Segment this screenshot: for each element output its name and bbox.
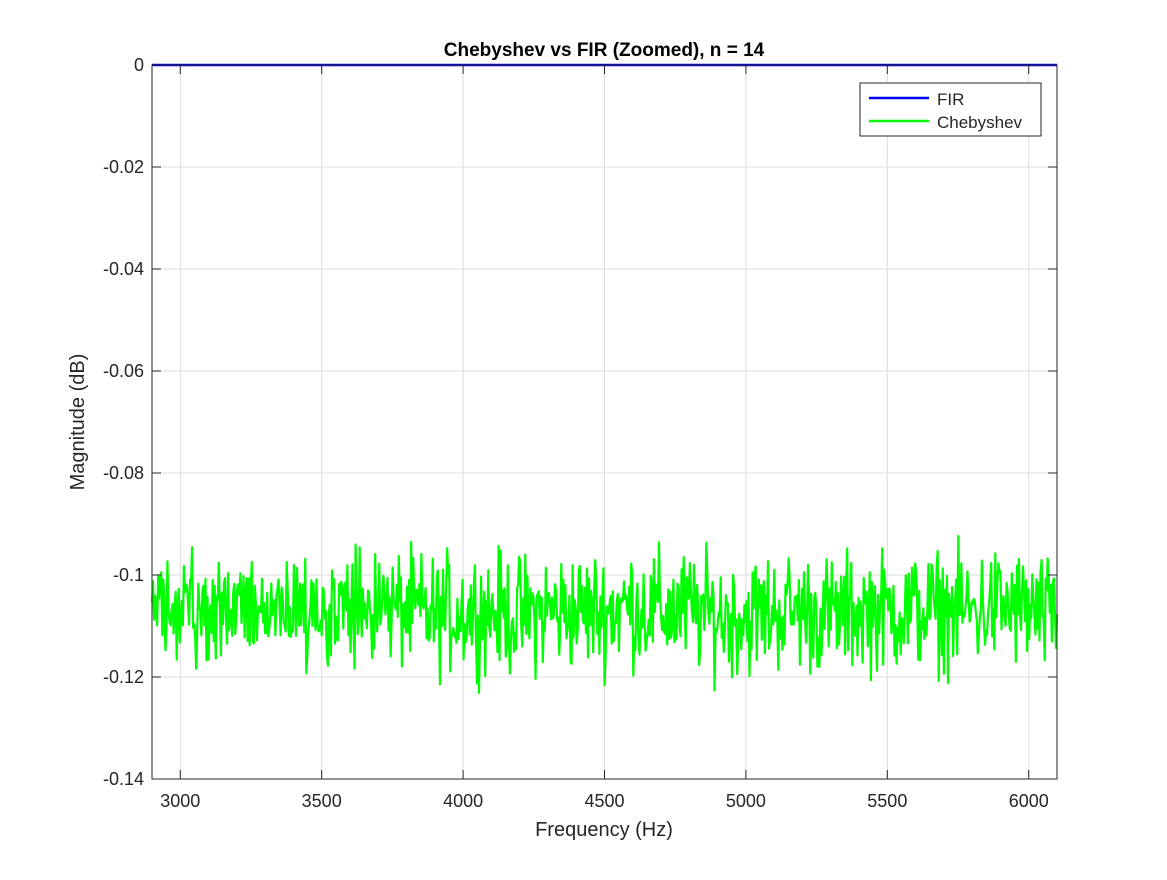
x-tick-label: 5500 <box>867 791 907 811</box>
y-axis-label: Magnitude (dB) <box>67 354 89 491</box>
x-axis-label: Frequency (Hz) <box>535 819 673 841</box>
chart-title: Chebyshev vs FIR (Zoomed), n = 14 <box>444 40 765 61</box>
y-tick-label: -0.02 <box>103 157 144 177</box>
legend-fir-label: FIR <box>937 90 964 109</box>
legend-box <box>859 82 1042 137</box>
x-tick-label: 4000 <box>443 791 483 811</box>
y-tick-label: -0.12 <box>103 667 144 687</box>
x-tick-label: 4500 <box>584 791 624 811</box>
ticks: 3000 3500 4000 4500 5000 5500 6000 0 -0.02 -0.04 -… <box>103 55 1057 811</box>
y-tick-label: -0.1 <box>113 565 144 585</box>
y-tick-label: -0.04 <box>103 259 144 279</box>
y-tick-label: -0.08 <box>103 463 144 483</box>
y-tick-label: 0 <box>134 55 144 75</box>
x-tick-label: 3500 <box>302 791 342 811</box>
x-tick-label: 5000 <box>726 791 766 811</box>
x-tick-label: 3000 <box>160 791 200 811</box>
x-tick-label: 6000 <box>1009 791 1049 811</box>
legend-chebyshev-label: Chebyshev <box>937 113 1023 132</box>
legend: FIR Chebyshev <box>859 82 1042 137</box>
y-tick-label: -0.06 <box>103 361 144 381</box>
y-tick-label: -0.14 <box>103 769 144 789</box>
series-chebyshev-line <box>150 534 1059 694</box>
